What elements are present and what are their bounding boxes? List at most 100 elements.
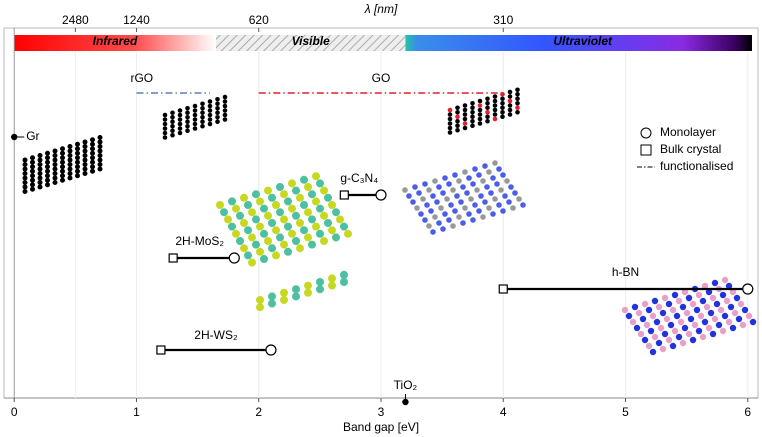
atom xyxy=(45,173,50,179)
atom xyxy=(643,321,651,329)
series-label: h-BN xyxy=(612,265,639,279)
spectrum-band xyxy=(215,35,406,51)
atom xyxy=(492,116,498,122)
x-tick-label: 2 xyxy=(255,405,262,419)
atom xyxy=(492,94,498,99)
atom xyxy=(506,199,512,205)
atom xyxy=(90,150,95,156)
atom xyxy=(75,141,80,147)
atom xyxy=(498,187,504,193)
atom xyxy=(200,110,205,116)
atom xyxy=(215,96,220,102)
atom xyxy=(280,288,288,297)
atom xyxy=(67,166,73,172)
atom xyxy=(715,321,723,329)
atom xyxy=(655,339,663,347)
atom xyxy=(37,184,43,190)
atom xyxy=(412,184,418,190)
atom xyxy=(216,201,224,209)
atom xyxy=(248,233,256,242)
atom xyxy=(446,181,452,187)
atom xyxy=(507,112,513,117)
atom xyxy=(30,173,35,179)
atom xyxy=(477,98,483,104)
atom xyxy=(292,292,300,301)
atom xyxy=(232,204,240,213)
atom xyxy=(685,330,693,338)
atom xyxy=(510,205,516,211)
atom xyxy=(675,333,683,341)
atom xyxy=(485,118,490,124)
atom xyxy=(723,297,731,305)
atom xyxy=(97,162,103,167)
atom xyxy=(635,309,643,317)
atom xyxy=(185,119,190,125)
atom xyxy=(485,105,490,111)
atom xyxy=(170,110,175,116)
legend-marker xyxy=(640,127,652,139)
atom xyxy=(75,159,80,165)
atom xyxy=(252,240,260,249)
atom xyxy=(661,294,669,302)
atom xyxy=(22,162,28,167)
atom xyxy=(97,139,103,145)
atom xyxy=(496,202,502,208)
atom xyxy=(485,100,490,106)
atom xyxy=(75,173,80,179)
atom xyxy=(470,109,475,115)
atom xyxy=(649,312,657,320)
atom xyxy=(22,189,28,194)
atom xyxy=(485,109,490,115)
atom xyxy=(340,270,348,279)
atom xyxy=(37,171,43,176)
atom xyxy=(418,211,424,217)
atom xyxy=(455,123,460,129)
x-tick-label: 4 xyxy=(500,405,507,419)
region-label: Visible xyxy=(292,34,331,48)
atom xyxy=(645,306,653,314)
atom xyxy=(490,175,496,181)
atom xyxy=(264,237,272,245)
atom xyxy=(248,258,256,267)
atom xyxy=(629,318,637,326)
atom xyxy=(490,211,496,217)
atom xyxy=(486,205,492,211)
atom xyxy=(324,219,332,227)
atom xyxy=(162,117,168,122)
atom xyxy=(717,306,725,314)
atom xyxy=(215,105,220,111)
atom xyxy=(45,150,50,156)
atom xyxy=(695,327,703,335)
atom xyxy=(240,219,248,227)
atom xyxy=(328,274,336,283)
atom xyxy=(520,202,526,208)
atom xyxy=(492,107,498,113)
atom xyxy=(474,187,480,193)
atom xyxy=(679,303,687,311)
atom xyxy=(222,103,228,109)
atom xyxy=(244,251,252,260)
atom xyxy=(200,119,205,125)
series: g-C₃N₄ xyxy=(339,171,387,201)
atom xyxy=(500,208,506,214)
atom xyxy=(719,291,727,299)
atom xyxy=(727,303,735,311)
atom xyxy=(97,157,103,163)
atom xyxy=(67,162,73,167)
atom xyxy=(300,201,308,209)
atom xyxy=(207,108,213,113)
series-label: TiO₂ xyxy=(394,378,418,392)
atom xyxy=(22,171,28,176)
atom xyxy=(192,126,198,131)
atom xyxy=(292,285,300,294)
atom xyxy=(304,288,312,297)
atom xyxy=(215,114,220,120)
atom xyxy=(276,233,284,242)
legend-marker xyxy=(640,144,652,156)
atom xyxy=(296,244,304,253)
atom xyxy=(300,226,308,235)
atom xyxy=(749,318,757,326)
atom xyxy=(192,112,198,118)
atom xyxy=(500,100,505,106)
atom xyxy=(75,164,80,170)
